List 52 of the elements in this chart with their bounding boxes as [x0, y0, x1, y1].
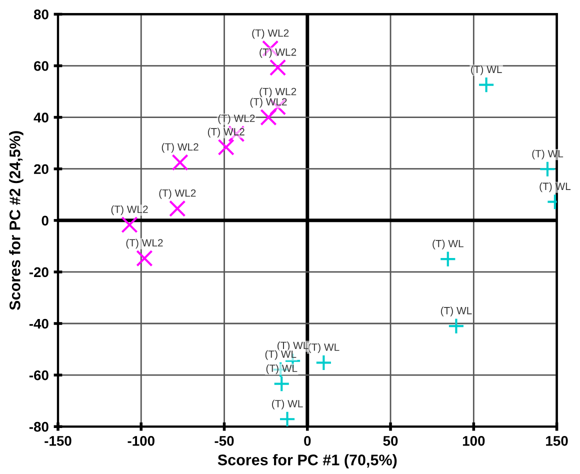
- y-tick-label: 80: [34, 10, 48, 20]
- x-tick-label: 0: [304, 436, 311, 446]
- point: [539, 160, 556, 178]
- point: [278, 410, 296, 427]
- y-tick-label: 60: [34, 61, 48, 71]
- data-label: (T) WL: [265, 350, 296, 360]
- x-tick-label: -100: [128, 436, 154, 446]
- point: [440, 250, 456, 268]
- data-label: (T) WL2: [126, 238, 163, 249]
- data-label: (T) WL: [532, 150, 564, 160]
- y-tick-label: -60: [29, 370, 48, 380]
- data-label: (T) WL2: [218, 114, 255, 124]
- data-label: (T) WL2: [208, 128, 244, 138]
- y-tick-label: -20: [29, 267, 48, 278]
- x-tick-label: 50: [383, 436, 398, 446]
- data-label: (T) WL2: [250, 98, 287, 108]
- data-label: (T) WL: [308, 343, 340, 353]
- point: [315, 354, 332, 372]
- point: [478, 76, 495, 94]
- data-label: (T) WL2: [159, 189, 196, 199]
- x-tick-label: -150: [44, 436, 72, 446]
- y-tick-label: -40: [29, 318, 48, 329]
- x-tick-label: 100: [462, 436, 485, 446]
- point: [273, 375, 290, 392]
- point: [169, 200, 186, 217]
- data-label: (T) WL: [471, 65, 502, 76]
- y-tick-label: 40: [34, 112, 48, 122]
- y-tick-label: -80: [29, 422, 48, 432]
- x-axis-title: Scores for PC #1 (70,5%): [218, 454, 397, 468]
- point: [121, 216, 138, 234]
- y-axis-title: Scores for PC #2 (24,5%): [9, 131, 24, 310]
- point: [172, 154, 188, 171]
- point: [136, 250, 153, 267]
- data-label: (T) WL2: [252, 29, 289, 39]
- data-label: (T) WL: [278, 341, 308, 352]
- x-tick-label: -50: [214, 436, 234, 446]
- point: [269, 59, 286, 76]
- data-label: (T) WL: [540, 182, 571, 192]
- data-label: (T) WL: [440, 306, 472, 316]
- y-tick-label: 0: [42, 216, 48, 226]
- point: [448, 318, 465, 334]
- data-label: (T) WL: [266, 364, 298, 374]
- data-label: (T) WL: [272, 400, 303, 410]
- point: [218, 138, 234, 156]
- data-label: (T) WL: [432, 240, 464, 250]
- data-label: (T) WL2: [260, 88, 296, 98]
- data-label: (T) WL2: [162, 142, 198, 153]
- x-tick-label: 150: [546, 436, 568, 446]
- data-label: (T) WL2: [260, 48, 296, 58]
- y-tick-label: 20: [34, 164, 48, 174]
- point: [260, 108, 277, 126]
- data-label: (T) WL2: [111, 205, 148, 216]
